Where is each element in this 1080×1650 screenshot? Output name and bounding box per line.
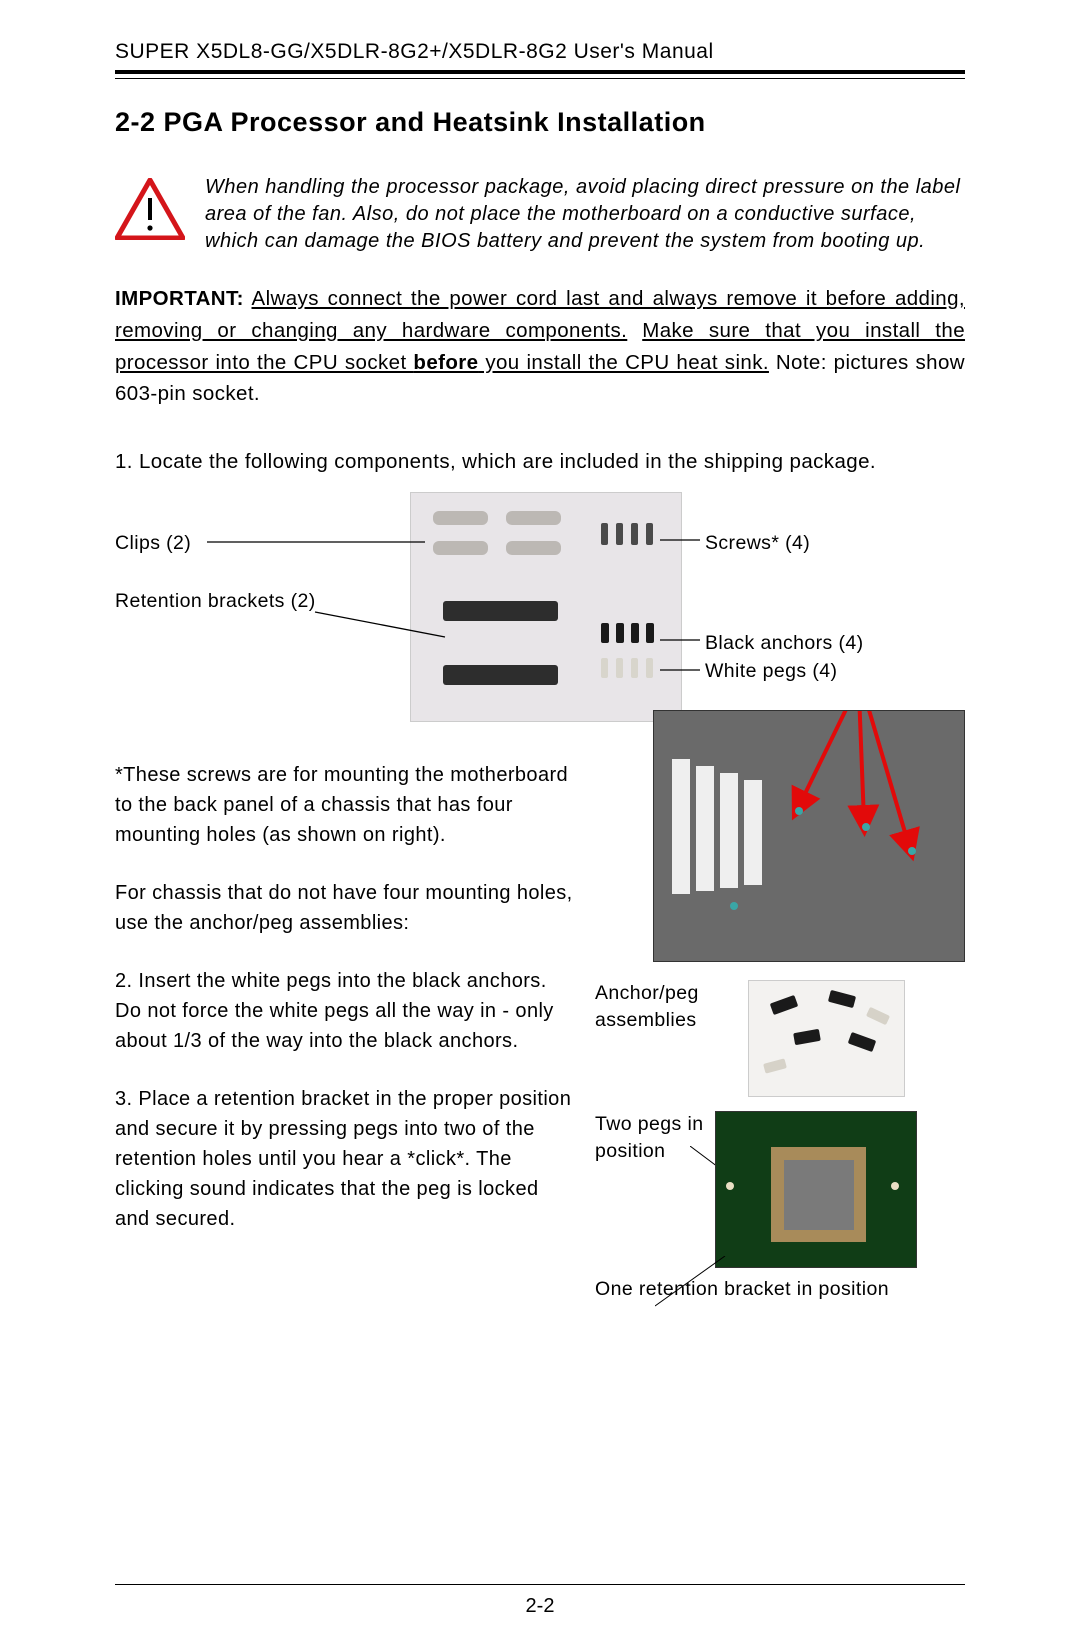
warning-triangle-icon	[115, 178, 185, 245]
chassis-note: For chassis that do not have four mounti…	[115, 878, 575, 938]
screw-note: *These screws are for mounting the mothe…	[115, 760, 575, 850]
header-rule-thin	[115, 78, 965, 79]
step-3-text: 3. Place a retention bracket in the prop…	[115, 1084, 575, 1234]
anchor-peg-photo	[748, 980, 905, 1097]
header-rule-thick	[115, 70, 965, 74]
lower-left-column: *These screws are for mounting the mothe…	[115, 740, 575, 1303]
components-diagram: Clips (2) Retention brackets (2) Screws*…	[115, 492, 965, 732]
motherboard-photo	[715, 1111, 917, 1268]
bracket-leader-line-icon	[655, 1256, 735, 1316]
lower-right-column: Anchor/peg assemblies Two pegs in positi…	[595, 740, 965, 1303]
chassis-illustration	[653, 710, 965, 962]
step-1-text: 1. Locate the following components, whic…	[115, 446, 965, 478]
warning-text: When handling the processor package, avo…	[205, 174, 965, 255]
label-one-bracket: One retention bracket in position	[595, 1276, 965, 1303]
lower-columns: *These screws are for mounting the mothe…	[115, 740, 965, 1303]
anchor-peg-row: Anchor/peg assemblies	[595, 980, 965, 1097]
important-paragraph: IMPORTANT: Always connect the power cord…	[115, 283, 965, 410]
step-2-text: 2. Insert the white pegs into the black …	[115, 966, 575, 1056]
warning-block: When handling the processor package, avo…	[115, 174, 965, 255]
red-arrows-icon	[654, 711, 964, 961]
important-label: IMPORTANT:	[115, 287, 244, 310]
page-number: 2-2	[0, 1595, 1080, 1618]
page-header: SUPER X5DL8-GG/X5DLR-8G2+/X5DLR-8G2 User…	[115, 40, 965, 64]
footer-rule	[115, 1584, 965, 1585]
important-underline-2b: you install the CPU heat sink.	[478, 351, 768, 374]
label-anchor-peg: Anchor/peg assemblies	[595, 980, 730, 1035]
leader-lines-icon	[115, 492, 965, 732]
motherboard-block: Two pegs in position One retention brack…	[595, 1111, 965, 1303]
section-title: 2-2 PGA Processor and Heatsink Installat…	[115, 107, 965, 138]
important-before-word: before	[413, 351, 478, 374]
